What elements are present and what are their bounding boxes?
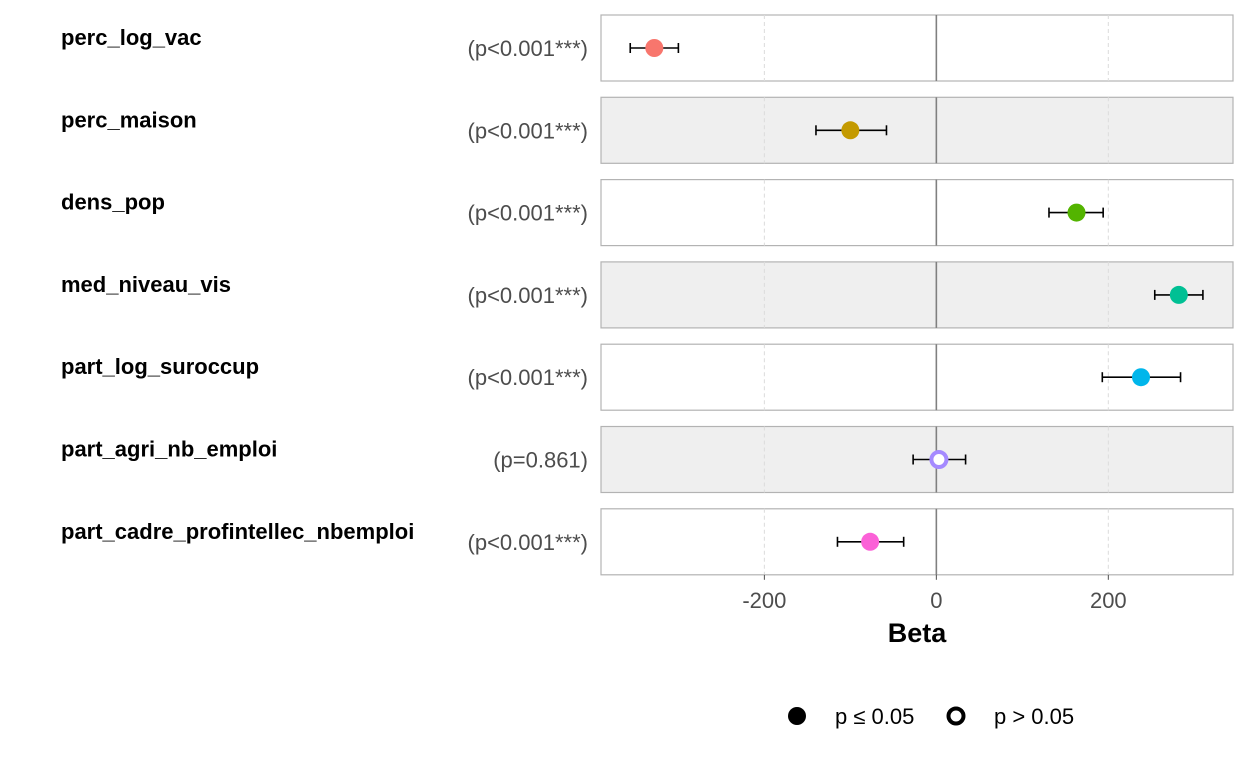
forest-row: part_cadre_profintellec_nbemploi (p<0.001…: [61, 508, 1234, 576]
legend-filled-circle: [788, 707, 806, 725]
estimate-point: [929, 450, 949, 469]
x-axis: -200 0 200: [742, 574, 1127, 613]
forest-row: dens_pop (p<0.001***): [61, 179, 1234, 247]
forest-row: part_log_suroccup (p<0.001***): [61, 343, 1234, 411]
estimate-point: [1067, 203, 1086, 222]
pvalue-label: (p<0.001***): [468, 201, 588, 226]
legend-item: p ≤ 0.05: [788, 704, 914, 729]
term-label: perc_maison: [61, 107, 197, 132]
legend-item: p > 0.05: [946, 704, 1074, 729]
pvalue-label: (p<0.001***): [468, 283, 588, 308]
forest-row: part_agri_nb_emploi (p=0.861): [61, 425, 1234, 494]
row-panel: [600, 179, 1234, 247]
x-tick-label: 200: [1090, 588, 1127, 613]
legend-label: p > 0.05: [994, 704, 1074, 729]
term-label: med_niveau_vis: [61, 272, 231, 297]
estimate-point: [841, 121, 860, 140]
legend-label: p ≤ 0.05: [835, 704, 914, 729]
term-label: part_cadre_profintellec_nbemploi: [61, 519, 414, 544]
pvalue-label: (p<0.001***): [468, 365, 588, 390]
estimate-point: [861, 532, 880, 551]
forest-row: perc_log_vac (p<0.001***): [61, 14, 1234, 82]
pvalue-label: (p<0.001***): [468, 118, 588, 143]
x-axis-title: Beta: [888, 618, 948, 648]
estimate-point: [1131, 368, 1150, 387]
pvalue-label: (p<0.001***): [468, 36, 588, 61]
x-tick-label: -200: [742, 588, 786, 613]
term-label: part_agri_nb_emploi: [61, 437, 277, 462]
row-panel: [600, 261, 1234, 329]
row-panel: [600, 508, 1234, 576]
x-tick-label: 0: [930, 588, 942, 613]
rows-layer: perc_log_vac (p<0.001***) perc_maison (p<0.…: [61, 14, 1234, 576]
term-label: perc_log_vac: [61, 25, 202, 50]
row-panel: [600, 14, 1234, 82]
legend-hollow-circle: [946, 706, 966, 726]
forest-row: perc_maison (p<0.001***): [61, 96, 1234, 164]
row-panel: [600, 96, 1234, 164]
forest-row: med_niveau_vis (p<0.001***): [61, 261, 1234, 329]
pvalue-label: (p<0.001***): [468, 530, 588, 555]
estimate-point: [645, 39, 664, 57]
legend: p ≤ 0.05 p > 0.05: [788, 704, 1074, 729]
pvalue-label: (p=0.861): [493, 448, 588, 473]
term-label: dens_pop: [61, 190, 165, 215]
term-label: part_log_suroccup: [61, 354, 259, 379]
estimate-point: [1169, 285, 1188, 304]
